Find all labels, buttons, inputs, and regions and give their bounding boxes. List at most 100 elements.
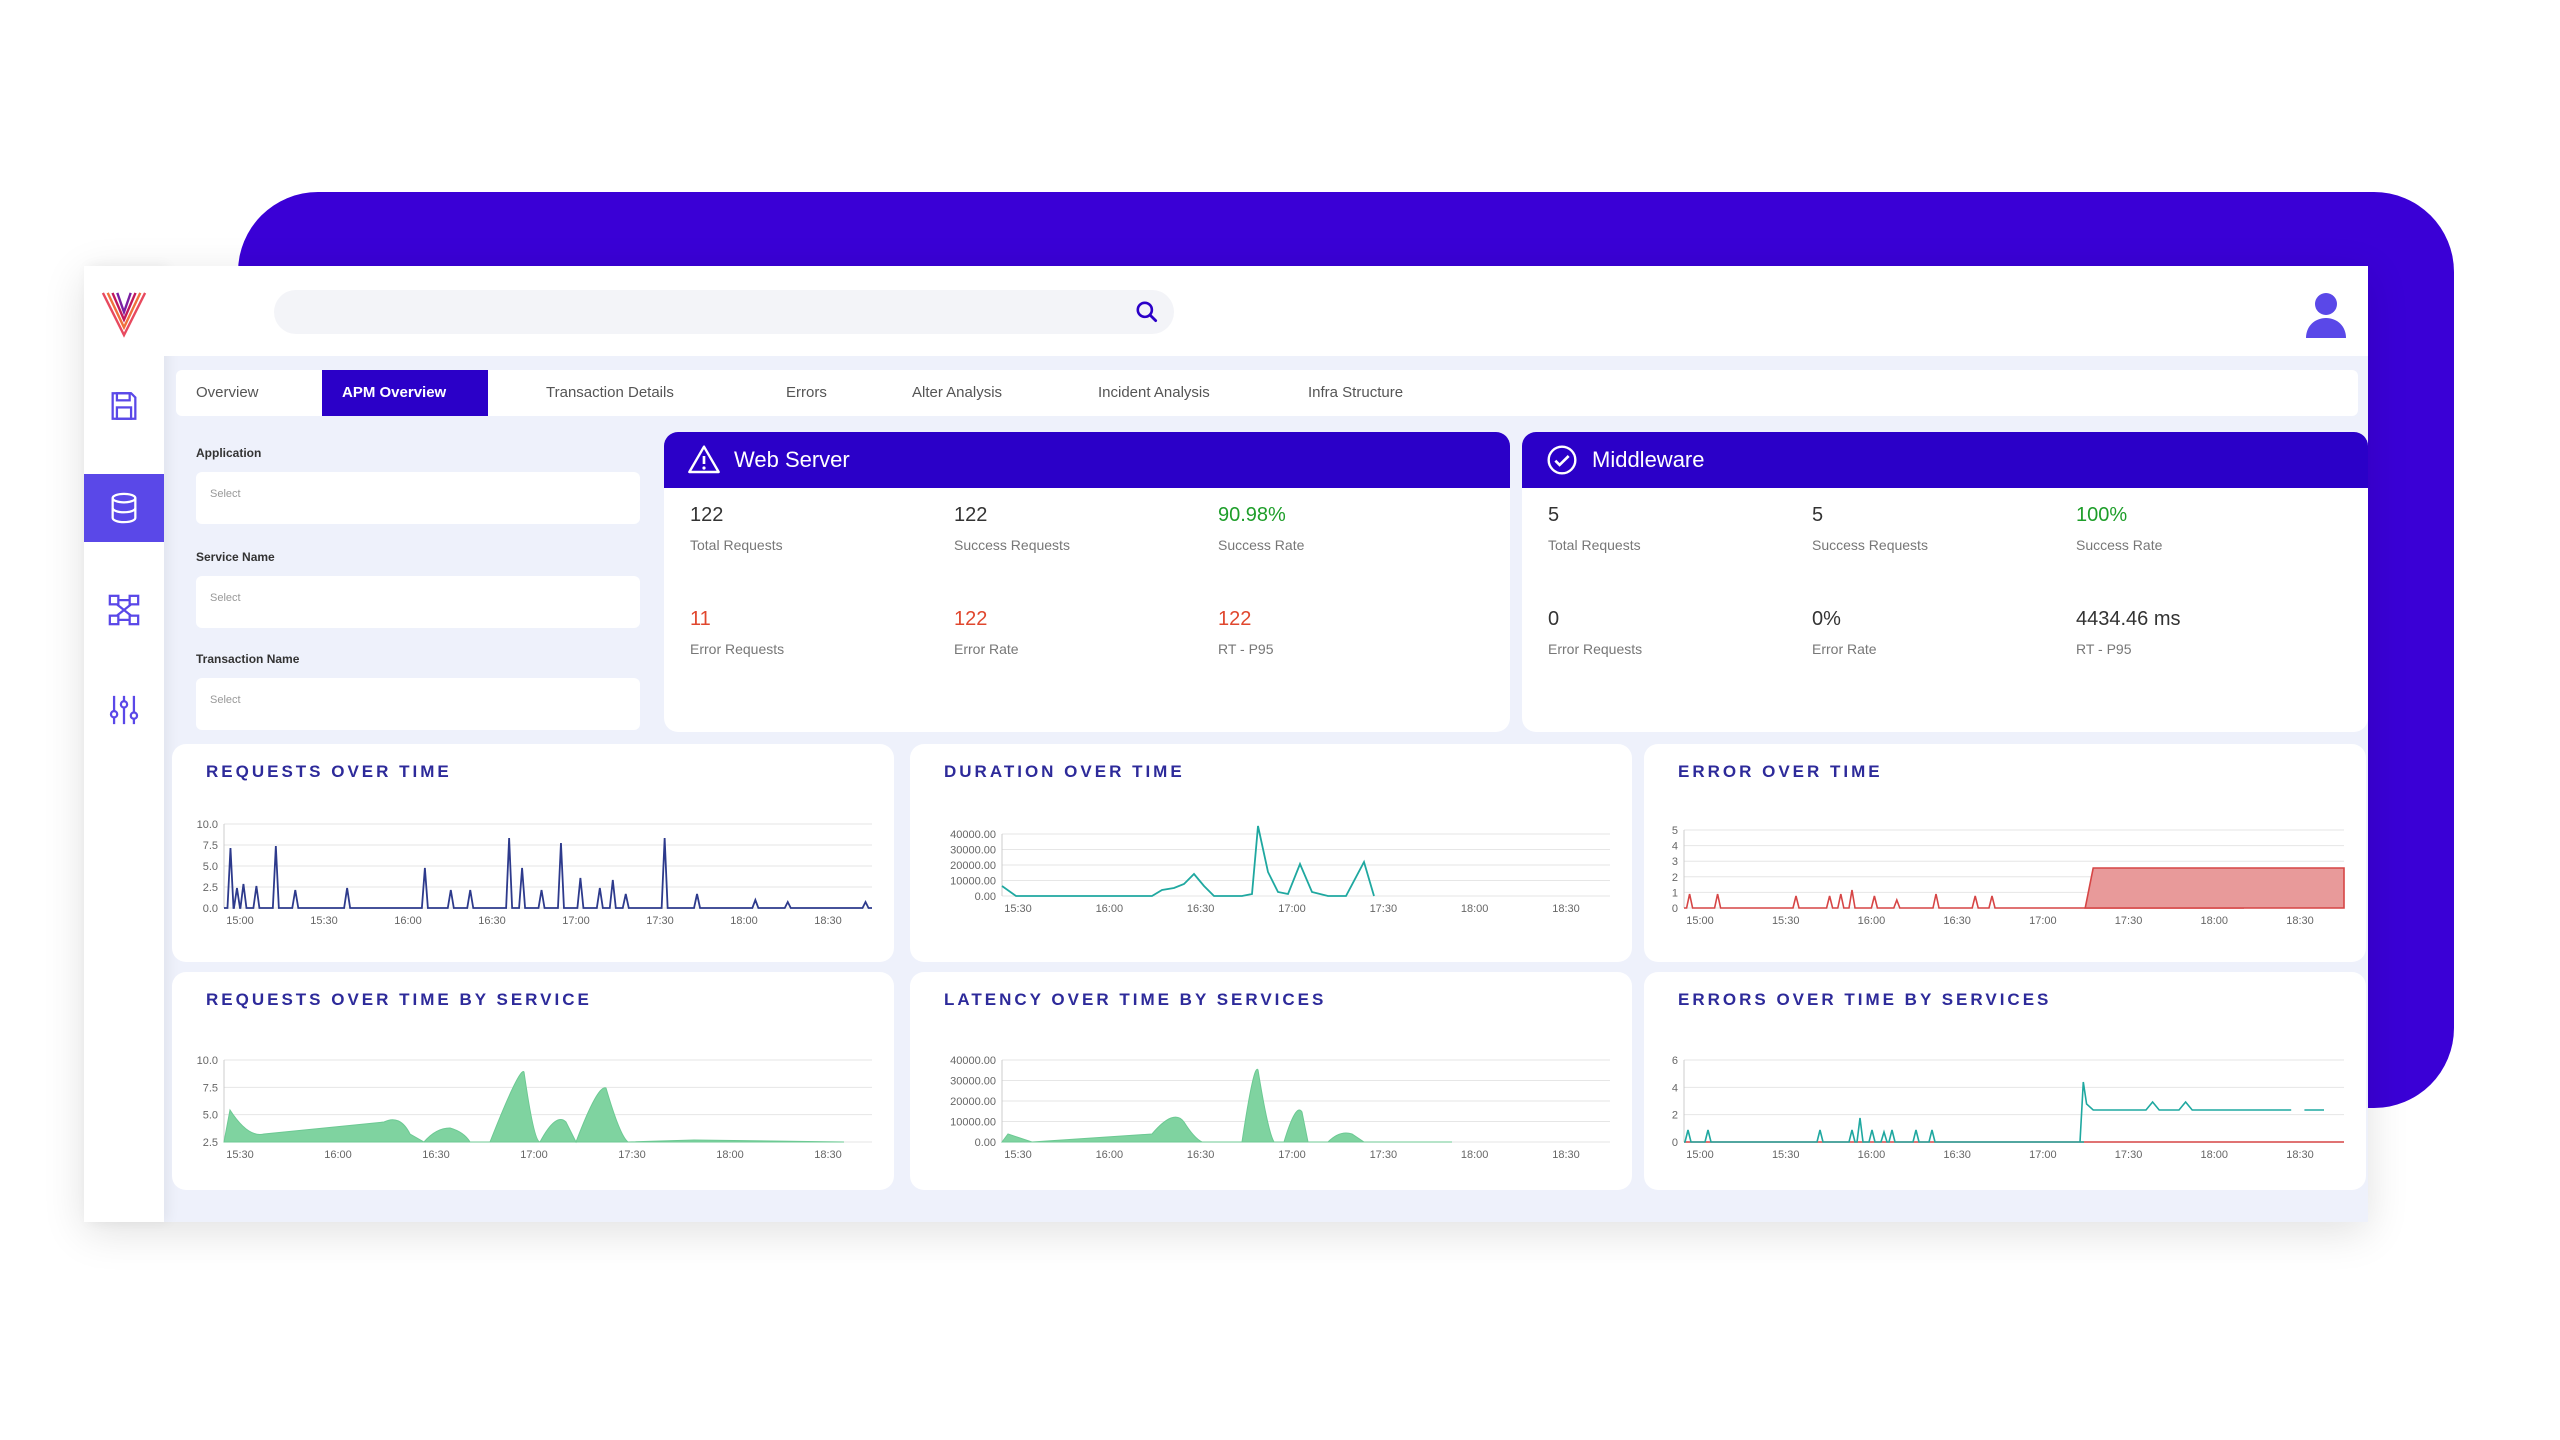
x-tick-label: 16:30 [1943, 915, 1971, 927]
application-select[interactable]: Select [196, 472, 640, 524]
chart-title: REQUESTS OVER TIME BY SERVICE [206, 990, 592, 1009]
ws-error-rate-value: 122 [954, 608, 988, 630]
x-tick-label: 15:30 [1772, 915, 1800, 927]
x-tick-label: 18:00 [2201, 915, 2229, 927]
y-tick-label: 5.0 [203, 1110, 218, 1122]
ws-error-rate: 122 Error Rate [954, 608, 1019, 657]
mw-error-rate-label: Error Rate [1812, 641, 1877, 657]
y-tick-label: 7.5 [203, 1082, 218, 1094]
user-avatar-icon[interactable] [2304, 290, 2348, 338]
ws-rt-p95: 122 RT - P95 [1218, 608, 1274, 657]
x-tick-label: 18:30 [1552, 903, 1580, 915]
middleware-header: Middleware [1522, 432, 2368, 488]
ws-error-rate-label: Error Rate [954, 641, 1019, 657]
x-tick-label: 15:30 [310, 915, 338, 927]
middleware-card: Middleware 5 Total Requests 5 Success Requ… [1522, 432, 2368, 732]
x-tick-label: 17:30 [1370, 1149, 1398, 1161]
x-tick-label: 18:30 [2286, 915, 2314, 927]
mw-success-rate-value: 100% [2076, 504, 2128, 526]
mw-total-requests-value: 5 [1548, 504, 1560, 526]
transaction-name-select[interactable]: Select [196, 678, 640, 730]
chart-title: DURATION OVER TIME [944, 762, 1185, 781]
x-tick-label: 17:00 [520, 1149, 548, 1161]
tab-bar: Overview APM Overview Transaction Detail… [176, 370, 2358, 416]
error-over-time-chart: ERROR OVER TIME 0 1 2 3 4 5 15:00 15:30 16:00 16:… [1644, 744, 2366, 962]
x-tick-label: 16:00 [394, 915, 422, 927]
y-tick-label: 1 [1672, 887, 1678, 899]
tab-infra-structure[interactable]: Infra Structure [1308, 384, 1404, 401]
x-tick-label: 16:30 [1187, 1149, 1215, 1161]
logo-icon[interactable] [96, 286, 152, 342]
errors-over-time-by-services-chart: ERRORS OVER TIME BY SERVICES 0 2 4 6 15:00 15… [1644, 972, 2366, 1190]
mw-error-requests: 0 Error Requests [1548, 608, 1642, 657]
tab-overview[interactable]: Overview [196, 384, 259, 401]
tab-errors[interactable]: Errors [786, 384, 827, 401]
x-tick-label: 17:00 [1278, 1149, 1306, 1161]
x-tick-label: 17:00 [2029, 915, 2057, 927]
web-server-card: Web Server 122 Total Requests 122 Success … [664, 432, 1510, 732]
search-input[interactable] [294, 298, 1114, 326]
series-area [2084, 867, 2345, 909]
mw-total-requests: 5 Total Requests [1548, 504, 1641, 553]
x-tick-label: 16:00 [1096, 1149, 1124, 1161]
y-tick-label: 30000.00 [950, 845, 996, 857]
y-tick-label: 10000.00 [950, 1117, 996, 1129]
x-tick-label: 18:30 [814, 1149, 842, 1161]
sidebar [84, 266, 164, 1222]
x-tick-label: 17:30 [2115, 1149, 2143, 1161]
settings-sliders-icon[interactable] [84, 676, 164, 744]
y-tick-label: 2.5 [203, 1137, 218, 1149]
mw-success-requests-value: 5 [1812, 504, 1824, 526]
x-tick-label: 18:00 [730, 915, 758, 927]
x-tick-label: 18:00 [1461, 1149, 1489, 1161]
topbar [164, 266, 2368, 356]
save-icon[interactable] [84, 372, 164, 440]
ws-error-requests: 11 Error Requests [690, 608, 784, 657]
network-icon[interactable] [84, 576, 164, 644]
y-tick-label: 0.00 [975, 891, 996, 903]
mw-rt-p95-value: 4434.46 ms [2076, 608, 2181, 630]
x-tick-label: 16:00 [1858, 915, 1886, 927]
ws-rt-p95-value: 122 [1218, 608, 1252, 630]
service-name-select[interactable]: Select [196, 576, 640, 628]
x-tick-label: 16:30 [1943, 1149, 1971, 1161]
chart-svg: 0 2 4 6 15:00 15:30 16:00 16:30 17:00 17:30 18:00 1… [1672, 1055, 2344, 1161]
ws-success-requests: 122 Success Requests [954, 504, 1070, 553]
series-line [1001, 825, 1375, 897]
x-tick-label: 15:30 [1004, 1149, 1032, 1161]
ws-success-rate-value: 90.98% [1218, 504, 1286, 526]
y-tick-label: 0.0 [203, 903, 218, 915]
y-tick-label: 4 [1672, 1082, 1678, 1094]
tab-transaction-details[interactable]: Transaction Details [546, 384, 674, 401]
x-tick-label: 18:00 [1461, 903, 1489, 915]
y-tick-label: 3 [1672, 856, 1678, 868]
x-tick-label: 17:00 [562, 915, 590, 927]
tab-apm-overview[interactable]: APM Overview [322, 370, 488, 416]
y-tick-label: 40000.00 [950, 1055, 996, 1067]
y-tick-label: 30000.00 [950, 1076, 996, 1088]
x-tick-label: 15:00 [226, 915, 254, 927]
chart-title: REQUESTS OVER TIME [206, 762, 452, 781]
tab-incident-analysis[interactable]: Incident Analysis [1098, 384, 1210, 401]
chart-svg: 2.5 5.0 7.5 10.0 15:30 16:00 16:30 17:00 17:30 18… [197, 1055, 872, 1161]
tab-alter-analysis[interactable]: Alter Analysis [912, 384, 1003, 401]
mw-error-requests-value: 0 [1548, 608, 1560, 630]
x-tick-label: 16:00 [1096, 903, 1124, 915]
x-tick-label: 16:30 [422, 1149, 450, 1161]
database-icon[interactable] [84, 474, 164, 542]
mw-success-requests: 5 Success Requests [1812, 504, 1928, 553]
mw-rt-p95-label: RT - P95 [2076, 641, 2132, 657]
ws-rt-p95-label: RT - P95 [1218, 641, 1274, 657]
ws-success-rate: 90.98% Success Rate [1218, 504, 1304, 553]
chart-title: ERRORS OVER TIME BY SERVICES [1678, 990, 2052, 1009]
search-icon[interactable] [1134, 299, 1160, 325]
mw-success-rate-label: Success Rate [2076, 537, 2163, 553]
duration-over-time-chart: DURATION OVER TIME 0.00 10000.00 20000.00 3… [910, 744, 1632, 962]
y-tick-label: 5.0 [203, 861, 218, 873]
mw-error-rate: 0% Error Rate [1812, 608, 1877, 657]
chart-title: LATENCY OVER TIME BY SERVICES [944, 990, 1327, 1009]
search-bar[interactable] [274, 290, 1174, 334]
ws-error-requests-value: 11 [690, 608, 711, 630]
x-tick-label: 15:30 [1772, 1149, 1800, 1161]
